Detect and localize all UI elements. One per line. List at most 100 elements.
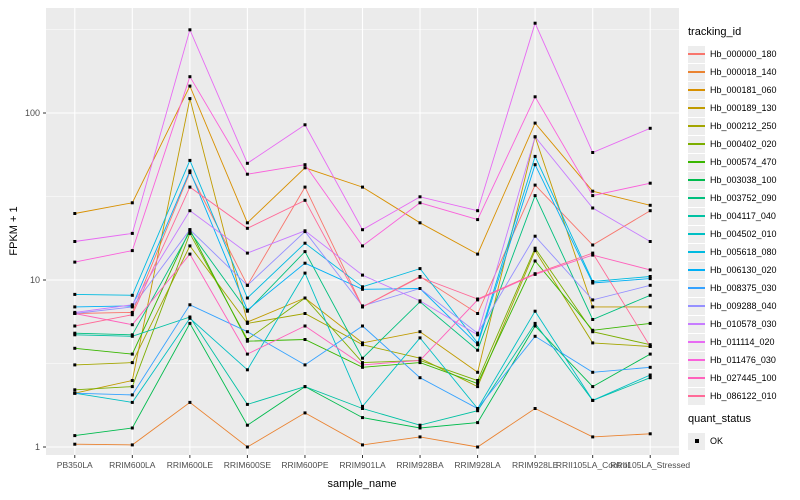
data-point (591, 151, 595, 154)
data-point (130, 393, 134, 397)
black-square-key-icon (688, 432, 705, 450)
x-axis-title: sample_name (327, 478, 397, 490)
data-point (476, 379, 480, 382)
data-point (648, 277, 652, 281)
data-point (245, 296, 249, 300)
data-point (188, 209, 192, 213)
data-point (418, 361, 422, 365)
data-point (533, 95, 537, 99)
data-point (188, 321, 192, 325)
legend-item-label: Hb_086122_010 (710, 391, 777, 401)
legend-item-Hb_010578_030: Hb_010578_030 (688, 315, 798, 333)
line-swatch-icon (688, 351, 705, 369)
data-point (188, 28, 192, 32)
data-point (418, 426, 422, 430)
data-point (245, 283, 249, 287)
data-point (648, 283, 652, 287)
data-point (303, 250, 307, 254)
data-point (73, 442, 77, 446)
legend-item-label: Hb_009288_040 (710, 301, 777, 311)
data-point (648, 181, 652, 185)
data-point (648, 305, 652, 309)
data-point (130, 303, 134, 307)
data-point (188, 185, 192, 189)
data-point (73, 346, 77, 350)
data-point (533, 321, 537, 325)
line-swatch-icon (688, 117, 705, 135)
x-tick-label: RRII105LA_Control (556, 460, 630, 470)
data-point (533, 272, 537, 276)
data-point (245, 251, 249, 255)
data-point (418, 435, 422, 439)
data-point (130, 361, 134, 365)
data-point (648, 432, 652, 436)
data-point (533, 194, 537, 198)
legend-item-label: Hb_004502_010 (710, 229, 777, 239)
data-point (476, 341, 480, 345)
data-point (361, 341, 364, 345)
data-point (591, 318, 595, 321)
legend-item-Hb_000181_060: Hb_000181_060 (688, 81, 798, 99)
data-point (533, 309, 537, 313)
x-tick-label: RRIM928LE (512, 460, 559, 470)
data-point (245, 172, 249, 176)
data-point (130, 385, 134, 389)
data-point (476, 407, 480, 410)
data-point (533, 407, 537, 410)
data-point (188, 75, 192, 79)
data-point (303, 363, 307, 367)
x-tick-label: RRIM600LE (167, 460, 214, 470)
data-point (245, 321, 249, 325)
data-point (303, 271, 307, 275)
data-point (73, 212, 77, 215)
x-tick-label: PB350LA (57, 460, 93, 470)
data-point (130, 293, 134, 297)
legend-item-label: Hb_004117_040 (710, 211, 776, 221)
data-point (188, 252, 192, 256)
data-point (648, 275, 652, 278)
x-tick-label: RRIM600LA (109, 460, 156, 470)
data-point (648, 373, 652, 377)
data-point (73, 333, 77, 337)
data-point (188, 303, 192, 307)
line-swatch-icon (688, 45, 705, 63)
data-point (476, 421, 480, 425)
legend-title-tracking-id: tracking_id (688, 26, 742, 38)
x-tick-label: RRIM600PE (281, 460, 329, 470)
line-swatch-icon (688, 297, 705, 315)
data-point (533, 163, 537, 167)
data-point (245, 226, 249, 230)
data-point (648, 268, 652, 272)
legend-item-label: Hb_011476_030 (710, 355, 776, 365)
data-point (591, 398, 595, 402)
data-point (245, 221, 249, 225)
y-tick-label: 100 (25, 108, 40, 118)
data-point (533, 249, 537, 253)
line-swatch-icon (688, 333, 705, 351)
legend-item-label: Hb_000018_140 (710, 67, 777, 77)
legend-item-Hb_003752_090: Hb_003752_090 (688, 189, 798, 207)
data-point (418, 287, 422, 290)
data-point (361, 285, 364, 289)
data-point (418, 358, 422, 362)
x-tick-label: RRIM600SE (224, 460, 272, 470)
data-point (130, 310, 134, 314)
data-point (130, 305, 134, 309)
data-point (245, 402, 249, 406)
legend-item-label: Hb_027445_100 (710, 373, 777, 383)
x-tick-label: RRIM928LA (454, 460, 501, 470)
data-point (533, 324, 537, 328)
data-point (476, 348, 480, 352)
data-point (361, 416, 364, 420)
legend-item-Hb_000574_470: Hb_000574_470 (688, 153, 798, 171)
data-point (591, 281, 595, 285)
data-point (648, 352, 652, 356)
legend-item-Hb_008375_030: Hb_008375_030 (688, 279, 798, 297)
data-point (303, 338, 307, 341)
data-point (418, 275, 422, 279)
legend-item-Hb_000212_250: Hb_000212_250 (688, 117, 798, 135)
data-point (591, 189, 595, 193)
legend-item-Hb_004502_010: Hb_004502_010 (688, 225, 798, 243)
legend-item-label: Hb_008375_030 (710, 283, 777, 293)
data-point (303, 123, 307, 127)
